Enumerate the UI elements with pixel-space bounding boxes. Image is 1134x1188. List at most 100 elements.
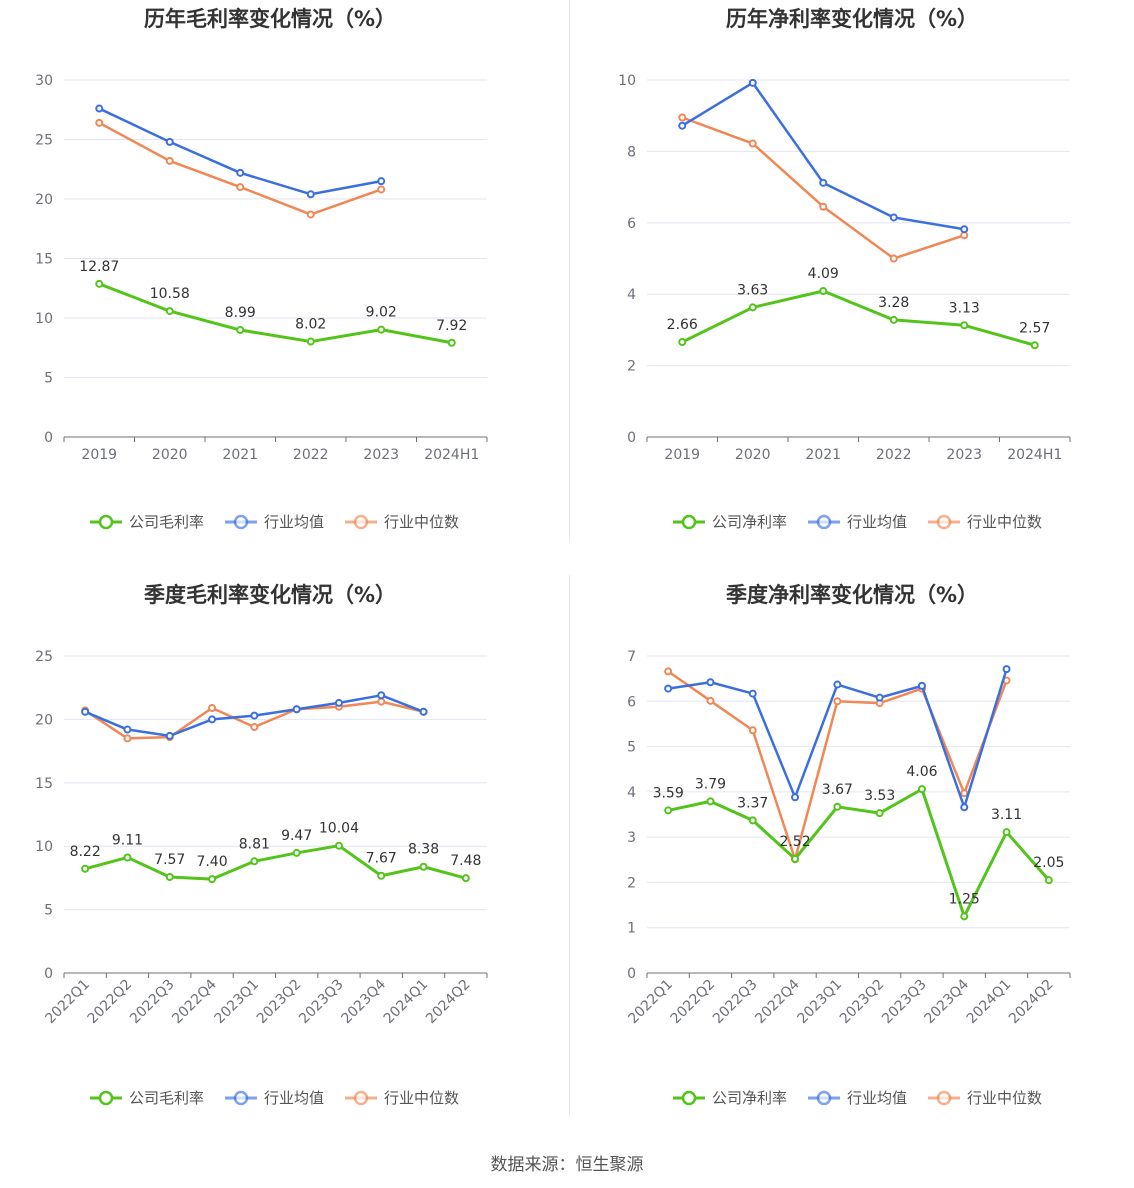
y-tick-label: 30 <box>35 73 53 89</box>
data-label: 7.67 <box>366 851 397 867</box>
industry-avg-series-point <box>334 698 343 707</box>
legend-company: 公司毛利率 <box>90 513 204 531</box>
y-tick-label: 20 <box>35 712 53 728</box>
industry-median-series-point <box>748 139 757 148</box>
x-tick-label: 2019 <box>664 447 700 463</box>
legend-company: 公司净利率 <box>673 1089 787 1107</box>
y-tick-label: 0 <box>44 430 53 446</box>
company-series-point <box>748 816 757 825</box>
data-label: 10.04 <box>319 821 359 837</box>
industry-avg-series-point <box>819 178 828 187</box>
industry-avg-series-point <box>917 681 926 690</box>
data-label: 12.87 <box>79 259 119 275</box>
legend-swatch-marker <box>936 1090 952 1106</box>
industry-median-series-point <box>664 667 673 676</box>
legend-swatch-marker <box>936 514 952 530</box>
x-tick-label: 2023Q1 <box>212 977 263 1028</box>
company-series-line <box>667 787 1050 918</box>
data-label: 3.28 <box>878 295 909 311</box>
legend-label: 行业均值 <box>264 513 324 531</box>
legend-company: 公司净利率 <box>673 513 787 531</box>
company-series-point <box>306 337 315 346</box>
industry-avg-series-point <box>1002 665 1011 674</box>
company-series-point <box>250 857 259 866</box>
x-tick-label: 2021 <box>222 447 258 463</box>
data-label: 3.11 <box>991 807 1022 823</box>
x-tick-label: 2020 <box>735 447 771 463</box>
y-tick-label: 20 <box>35 192 53 208</box>
company-series-point <box>748 303 757 312</box>
x-tick-label: 2023Q2 <box>837 977 888 1028</box>
legend-label: 公司毛利率 <box>129 513 204 531</box>
industry-avg-series-point <box>81 707 90 716</box>
industry-avg-series-line <box>98 107 382 196</box>
industry-avg-series-point <box>875 693 884 702</box>
industry-avg-series-point <box>678 121 687 130</box>
data-label: 8.81 <box>239 836 270 852</box>
quarterly-net-margin-chart: 季度净利率变化情况（%）012345672022Q12022Q22022Q320… <box>625 583 1071 1107</box>
industry-avg-series-point <box>791 793 800 802</box>
legend-label: 行业中位数 <box>967 1089 1042 1107</box>
quarterly-gross-margin-chart: 季度毛利率变化情况（%） 0 5 10 15 20 25 2022Q12022Q22022Q3… <box>35 583 488 1107</box>
industry-avg-series-point <box>165 731 174 740</box>
company-series-point <box>706 797 715 806</box>
x-tick-label: 2022Q2 <box>85 977 136 1028</box>
data-label: 3.59 <box>653 785 684 801</box>
y-tick-label: 15 <box>35 252 53 268</box>
industry-avg-series-point <box>208 715 217 724</box>
industry-median-series-point <box>748 726 757 735</box>
y-tick-label: 0 <box>44 966 53 982</box>
industry-avg-series-point <box>236 168 245 177</box>
legend-swatch-marker <box>816 514 832 530</box>
industry-avg-series-point <box>960 803 969 812</box>
y-tick-label: 5 <box>627 740 636 756</box>
data-label: 8.02 <box>295 317 326 333</box>
industry-median-series-point <box>95 118 104 127</box>
legend-swatch-marker <box>353 514 369 530</box>
legend-label: 行业均值 <box>264 1089 324 1107</box>
legend-label: 行业中位数 <box>384 1089 459 1107</box>
industry-avg-series-point <box>292 705 301 714</box>
data-label: 1.25 <box>949 891 980 907</box>
x-tick-label: 2023Q2 <box>254 977 305 1028</box>
industry-median-series-line <box>98 121 382 216</box>
company-series-point <box>678 338 687 347</box>
y-tick-label: 5 <box>44 371 53 387</box>
x-tick-label: 2023Q4 <box>338 976 389 1027</box>
data-label: 2.57 <box>1019 320 1050 336</box>
company-series-point <box>1044 876 1053 885</box>
legend-label: 公司净利率 <box>712 1089 787 1107</box>
industry-avg-series-point <box>306 190 315 199</box>
y-tick-label: 25 <box>35 649 53 665</box>
company-series-point <box>165 873 174 882</box>
industry-avg-series-point <box>748 689 757 698</box>
x-tick-label: 2022Q3 <box>127 977 178 1028</box>
legend-label: 行业均值 <box>847 513 907 531</box>
legend-industry-median: 行业中位数 <box>928 1089 1042 1107</box>
vertical-divider-top <box>569 0 570 542</box>
data-label: 3.63 <box>737 282 768 298</box>
data-label: 9.02 <box>366 305 397 321</box>
data-label: 2.05 <box>1033 855 1064 871</box>
company-series-line <box>84 844 467 881</box>
industry-median-series-line <box>681 116 965 260</box>
y-tick-label: 1 <box>627 921 636 937</box>
y-tick-label: 4 <box>627 287 636 303</box>
industry-median-series-point <box>678 113 687 122</box>
legend-industry-median: 行业中位数 <box>345 1089 459 1107</box>
y-tick-label: 2 <box>627 359 636 375</box>
legend-swatch-marker <box>681 1090 697 1106</box>
legend-industry-avg: 行业均值 <box>225 513 324 531</box>
data-label: 4.09 <box>808 266 839 282</box>
legend-label: 行业中位数 <box>967 513 1042 531</box>
company-series-point <box>889 315 898 324</box>
x-tick-label: 2020 <box>152 447 188 463</box>
y-tick-label: 8 <box>627 144 636 160</box>
industry-median-series-point <box>250 723 259 732</box>
y-tick-label: 3 <box>627 830 636 846</box>
industry-median-series-point <box>165 156 174 165</box>
y-tick-label: 10 <box>35 839 53 855</box>
legend-industry-median: 行业中位数 <box>345 513 459 531</box>
legend-label: 公司毛利率 <box>129 1089 204 1107</box>
